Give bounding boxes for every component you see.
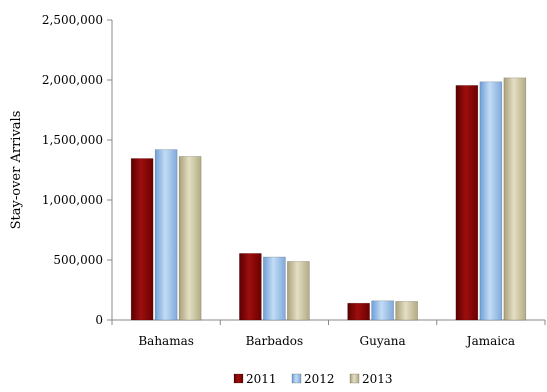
bar-2011-guyana xyxy=(347,302,370,321)
legend-label-2011: 2011 xyxy=(246,372,277,386)
bar-2012-bahamas xyxy=(154,149,178,321)
bar-2013-guyana xyxy=(395,301,418,321)
y-tick-label: 2,500,000 xyxy=(42,13,103,27)
y-axis-title: Stay-over Arrivals xyxy=(9,111,24,230)
x-tick-label: Guyana xyxy=(360,334,406,348)
bar-2011-barbados xyxy=(239,253,262,321)
legend-label-2012: 2012 xyxy=(304,372,335,386)
bar-2012-guyana xyxy=(371,300,394,321)
x-axis: Bahamas Barbados Guyana Jamaica xyxy=(111,319,546,348)
x-tick-label: Barbados xyxy=(246,334,304,348)
bar-2011-jamaica xyxy=(455,85,479,321)
bar-2012-barbados xyxy=(263,256,286,321)
legend-swatch-2011 xyxy=(233,373,244,384)
legend-swatch-2013 xyxy=(349,373,360,384)
bar-2013-barbados xyxy=(287,261,310,321)
bar-2013-jamaica xyxy=(503,77,527,321)
legend-swatch-2012 xyxy=(291,373,302,384)
x-tick-label: Bahamas xyxy=(138,334,194,348)
y-tick-label: 2,000,000 xyxy=(42,73,103,87)
y-tick-label: 1,000,000 xyxy=(42,193,103,207)
x-tick-label: Jamaica xyxy=(465,334,515,348)
y-tick-label: 1,500,000 xyxy=(42,133,103,147)
legend: 2011 2012 2013 xyxy=(233,372,393,386)
y-tick-label: 500,000 xyxy=(53,253,103,267)
bar-2012-jamaica xyxy=(479,81,503,321)
y-tick-label: 0 xyxy=(95,313,103,327)
bar-2013-bahamas xyxy=(178,156,202,321)
legend-label-2013: 2013 xyxy=(362,372,393,386)
bars xyxy=(130,77,527,321)
bar-2011-bahamas xyxy=(130,158,154,321)
y-axis: 0 500,000 1,000,000 1,500,000 2,000,000 2,500… xyxy=(42,13,113,327)
